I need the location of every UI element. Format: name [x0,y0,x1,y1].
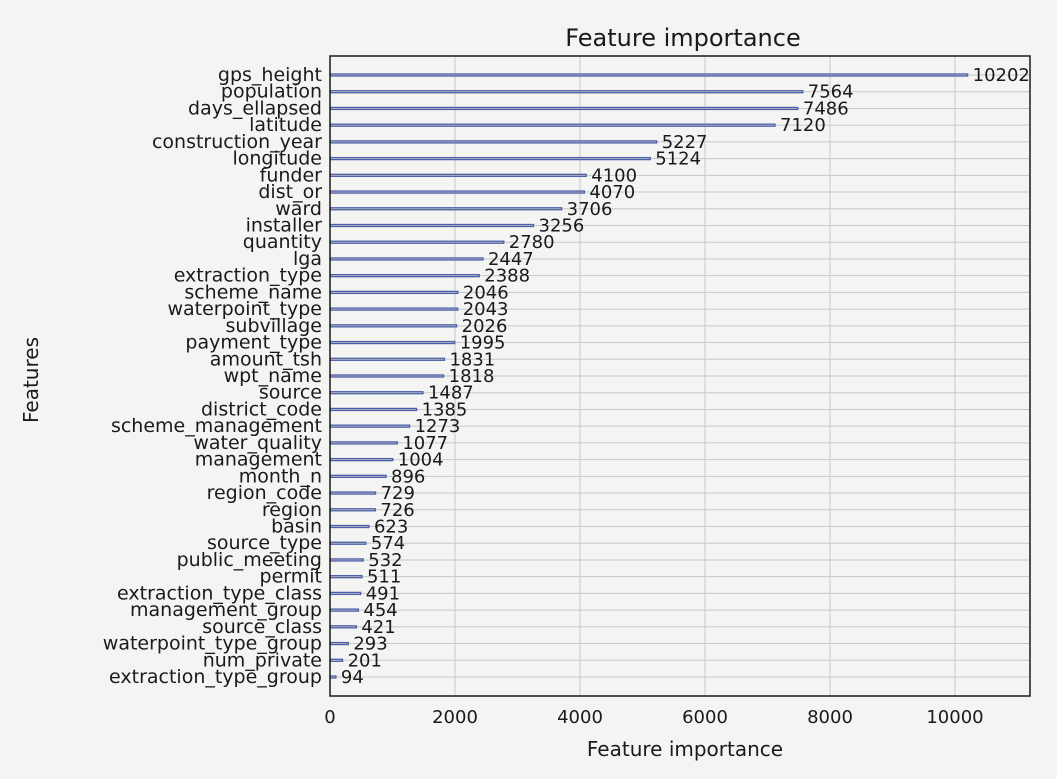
category-label: permit [260,566,322,588]
category-label: extraction_type [174,265,322,287]
x-tick-labels: 0 2000 4000 6000 8000 10000 [324,707,983,728]
category-label: quantity [243,231,322,253]
value-label: 2026 [462,316,508,337]
value-label: 1385 [422,399,468,420]
value-label: 5124 [655,149,701,170]
value-label: 1004 [398,450,444,471]
value-label: 4070 [589,182,635,203]
category-label: longitude [232,148,322,170]
value-label: 4100 [591,165,637,186]
category-label: source [259,382,322,404]
x-tick-label: 0 [324,707,335,728]
category-label: subvillage [226,315,322,337]
value-label: 94 [341,667,364,688]
value-label: 2388 [484,266,530,287]
value-label: 2447 [488,249,534,270]
value-label: 896 [391,466,425,487]
x-tick-label: 2000 [432,707,478,728]
value-label: 726 [380,500,414,521]
value-label: 532 [368,550,402,571]
x-tick-label: 4000 [557,707,603,728]
category-label: extraction_type_class [117,582,322,604]
category-label: funder [260,164,323,186]
category-label: scheme_name [184,281,322,303]
grid-lines [329,56,1030,696]
value-label: 511 [367,567,401,588]
category-label: public_meeting [177,549,322,571]
category-label: source_type [207,532,322,554]
value-label: 5227 [662,132,708,153]
x-axis-label: Feature importance [587,737,783,761]
category-label: management [195,449,322,471]
category-label: num_private [203,649,322,671]
category-label: installer [246,215,323,237]
value-label: 729 [381,483,415,504]
category-label: source_class [202,616,322,638]
category-label: region [262,499,322,521]
category-labels: gps_heightpopulationdays_ellapsedlatitud… [103,64,322,688]
category-label: extraction_type_group [109,666,322,688]
value-label: 3706 [567,199,613,220]
category-label: ward [275,198,322,220]
category-label: wpt_name [224,365,322,387]
category-label: lga [293,248,322,270]
value-label: 623 [374,517,408,538]
value-label: 2043 [463,299,509,320]
category-label: amount_tsh [210,348,322,370]
category-label: month_n [239,465,322,487]
category-label: waterpoint_type_group [103,633,322,655]
value-label: 1818 [449,366,495,387]
y-axis-label: Features [19,337,43,423]
value-label: 1487 [428,383,474,404]
value-label: 201 [348,650,382,671]
chart-title: Feature importance [565,24,800,52]
category-label: region_code [207,482,322,504]
value-label: 1995 [460,333,506,354]
x-tick-label: 10000 [926,707,983,728]
category-label: management_group [130,599,322,621]
category-label: construction_year [152,131,322,153]
value-label: 3256 [539,216,585,237]
value-label: 2780 [509,232,555,253]
category-label: payment_type [185,332,322,354]
value-label: 1077 [402,433,448,454]
value-label: 1273 [415,416,461,437]
value-label: 7120 [780,115,826,136]
value-label: 491 [366,583,400,604]
value-label: 293 [353,634,387,655]
value-label: 454 [363,600,397,621]
category-label: district_code [201,398,322,420]
category-label: waterpoint_type [167,298,322,320]
value-label: 7564 [808,82,854,103]
category-label: latitude [249,114,322,136]
x-tick-label: 8000 [807,707,853,728]
category-label: basin [271,516,322,538]
value-label: 421 [361,617,395,638]
category-label: water_quality [193,432,322,454]
plot-area [329,55,1031,697]
value-label: 1831 [449,349,495,370]
category-label: days_ellapsed [188,97,322,119]
category-label: population [221,81,322,103]
x-tick-label: 6000 [682,707,728,728]
value-label: 10202 [973,65,1030,86]
value-label: 7486 [803,98,849,119]
category-label: scheme_management [111,415,322,437]
category-label: dist_or [258,181,322,203]
value-label: 2046 [463,282,509,303]
category-label: gps_height [218,64,322,86]
value-label: 574 [371,533,405,554]
